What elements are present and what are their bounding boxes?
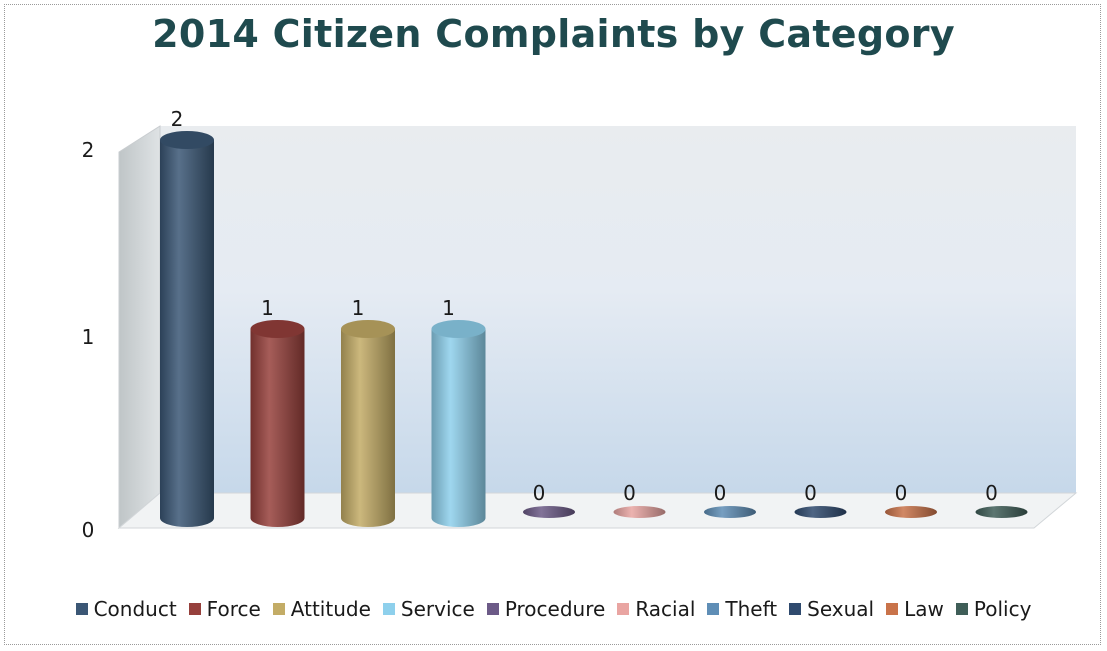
legend-label: Sexual: [807, 597, 875, 621]
bar-sexual: [794, 506, 847, 518]
legend-swatch: [617, 603, 630, 615]
data-label: 0: [985, 481, 998, 505]
data-label: 1: [442, 296, 455, 320]
legend-swatch: [188, 603, 201, 615]
bar-racial: [613, 506, 666, 518]
bar-law: [885, 506, 937, 518]
legend-swatch: [886, 603, 899, 615]
bar-disc: [704, 506, 756, 518]
data-labels: 2 1 1 1 0 0 0 0 0 0: [171, 107, 998, 505]
legend-label: Attitude: [290, 597, 371, 621]
y-tick-label: 2: [82, 138, 95, 162]
data-label: 1: [352, 296, 365, 320]
data-label: 0: [533, 481, 546, 505]
legend-item-sexual: Sexual: [789, 597, 874, 621]
bar-body: [160, 140, 214, 527]
bar-attitude: [341, 320, 395, 527]
y-tick-label: 0: [82, 518, 95, 542]
legend-label: Force: [206, 597, 261, 621]
bars: [160, 131, 1028, 527]
legend-swatch: [707, 603, 720, 615]
bar-service: [431, 320, 486, 527]
legend-swatch: [789, 603, 802, 615]
legend-label: Racial: [635, 597, 696, 621]
bar-top: [250, 320, 305, 338]
legend-label: Service: [400, 597, 475, 621]
data-label: 0: [895, 481, 908, 505]
legend: Conduct Force Attitude Service Procedure Raci…: [0, 597, 1107, 621]
bar-policy: [975, 506, 1028, 518]
chart-frame: [4, 4, 1101, 645]
y-tick-label: 1: [82, 325, 95, 349]
legend-swatch: [486, 603, 499, 615]
bar-disc: [885, 506, 937, 518]
legend-swatch: [955, 603, 968, 615]
data-label: 2: [171, 107, 184, 131]
legend-label: Theft: [725, 597, 778, 621]
bar-disc: [523, 506, 575, 518]
chart-title: 2014 Citizen Complaints by Category: [152, 12, 955, 56]
legend-item-procedure: Procedure: [486, 597, 606, 621]
bar-disc: [794, 506, 847, 518]
legend-item-service: Service: [382, 597, 475, 621]
legend-label: Conduct: [93, 597, 177, 621]
legend-swatch: [382, 603, 395, 615]
side-wall: [118, 125, 161, 530]
data-label: 0: [623, 481, 636, 505]
bar-force: [250, 320, 305, 527]
legend-label: Policy: [973, 597, 1032, 621]
legend-item-law: Law: [886, 597, 944, 621]
data-label: 1: [261, 296, 274, 320]
bar-top: [431, 320, 486, 338]
bar-top: [160, 131, 214, 149]
legend-swatch: [75, 603, 88, 615]
bar-body: [250, 329, 305, 527]
bar-top: [341, 320, 395, 338]
data-label: 0: [714, 481, 727, 505]
legend-item-theft: Theft: [707, 597, 777, 621]
legend-label: Procedure: [504, 597, 606, 621]
legend-label: Law: [904, 597, 944, 621]
legend-item-racial: Racial: [617, 597, 695, 621]
bar-theft: [704, 506, 756, 518]
bar-conduct: [160, 131, 214, 527]
bar-disc: [975, 506, 1028, 518]
bar-procedure: [523, 506, 575, 518]
legend-item-attitude: Attitude: [272, 597, 371, 621]
data-label: 0: [804, 481, 817, 505]
y-axis: 0 1 2: [82, 138, 95, 542]
legend-item-force: Force: [188, 597, 261, 621]
bar-body: [341, 329, 395, 527]
bar-body: [431, 329, 486, 527]
legend-item-conduct: Conduct: [75, 597, 177, 621]
legend-item-policy: Policy: [955, 597, 1032, 621]
legend-swatch: [272, 603, 285, 615]
bar-disc: [613, 506, 666, 518]
